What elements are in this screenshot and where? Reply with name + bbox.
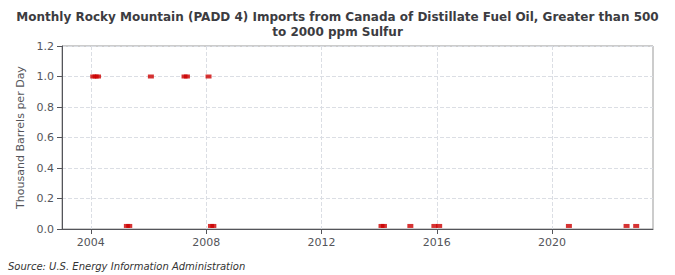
- svg-text:Monthly Rocky Mountain (PADD 4: Monthly Rocky Mountain (PADD 4) Imports …: [16, 10, 658, 24]
- svg-text:2020: 2020: [538, 236, 566, 249]
- svg-text:Thousand Barrels per Day: Thousand Barrels per Day: [14, 66, 27, 210]
- svg-text:0.6: 0.6: [37, 131, 55, 144]
- svg-text:2004: 2004: [77, 236, 105, 249]
- svg-text:2012: 2012: [307, 236, 335, 249]
- svg-text:0.2: 0.2: [37, 192, 55, 205]
- svg-text:2016: 2016: [423, 236, 451, 249]
- svg-text:to 2000 ppm Sulfur: to 2000 ppm Sulfur: [272, 25, 403, 39]
- svg-text:0.0: 0.0: [37, 223, 55, 236]
- svg-text:2008: 2008: [192, 236, 220, 249]
- svg-text:0.8: 0.8: [37, 101, 55, 114]
- svg-text:1.2: 1.2: [37, 40, 55, 53]
- svg-text:0.4: 0.4: [37, 162, 55, 175]
- svg-text:Source: U.S. Energy Informatio: Source: U.S. Energy Information Administ…: [8, 261, 245, 272]
- svg-text:1.0: 1.0: [37, 70, 55, 83]
